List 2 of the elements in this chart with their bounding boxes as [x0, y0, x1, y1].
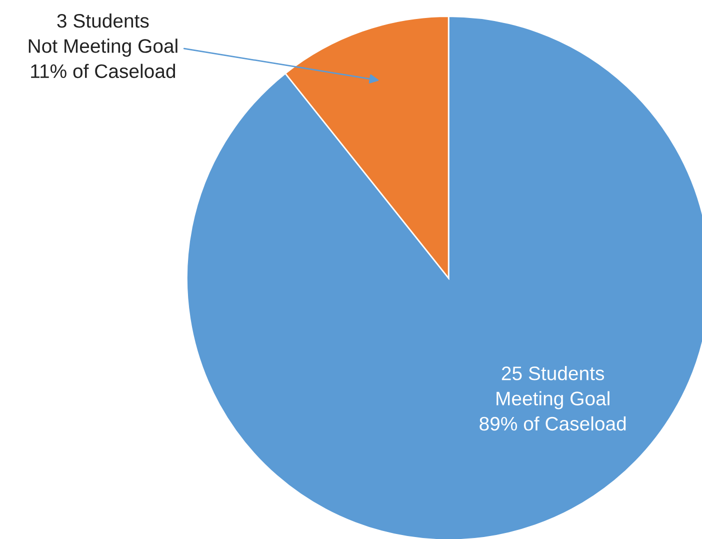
slice-label: 3 Students Not Meeting Goal 11% of Caseload — [28, 13, 178, 78]
slice-label: 25 Students Meeting Goal 89% of Caseload — [480, 366, 626, 431]
